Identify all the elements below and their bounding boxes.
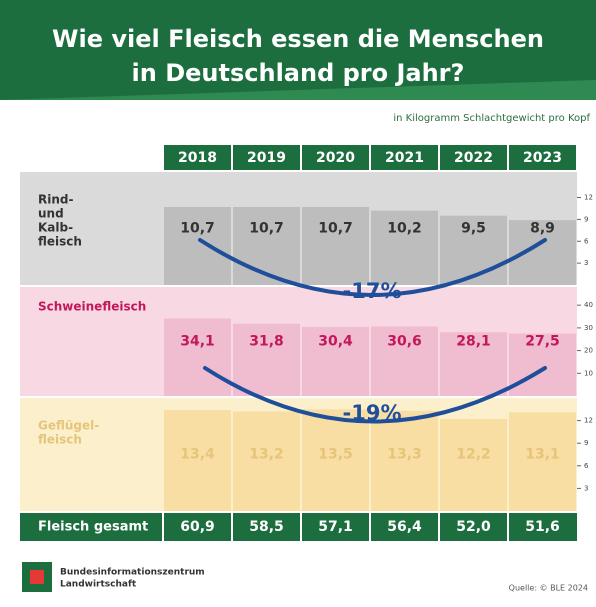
tick-label: 20 xyxy=(584,347,593,355)
year-label: 2020 xyxy=(316,150,355,166)
tick-label: 6 xyxy=(584,462,589,470)
value-label: 13,5 xyxy=(318,447,353,463)
year-label: 2022 xyxy=(454,150,493,166)
total-label: Fleisch gesamt xyxy=(38,520,148,535)
row-label: Geflügel- xyxy=(38,419,99,433)
value-label: 10,7 xyxy=(249,221,284,237)
tick-label: 10 xyxy=(584,369,593,377)
total-value: 60,9 xyxy=(180,519,215,535)
row-label: Schweinefleisch xyxy=(38,300,146,314)
year-label: 2019 xyxy=(247,150,286,166)
value-label: 10,7 xyxy=(318,221,353,237)
value-label: 30,6 xyxy=(387,334,422,350)
value-label: 27,5 xyxy=(525,334,560,350)
value-label: 13,3 xyxy=(387,447,422,463)
annotation: -19% xyxy=(343,401,402,425)
row-label: fleisch xyxy=(38,433,82,447)
total-value: 52,0 xyxy=(456,519,491,535)
year-label: 2023 xyxy=(523,150,562,166)
infographic: Wie viel Fleisch essen die Menschen in D… xyxy=(0,0,596,607)
tick-label: 9 xyxy=(584,215,588,223)
row-label: fleisch xyxy=(38,235,82,249)
tick-label: 40 xyxy=(584,301,593,309)
value-label: 9,5 xyxy=(461,221,486,237)
logo-text: Landwirtschaft xyxy=(60,580,137,590)
subtitle: in Kilogramm Schlachtgewicht pro Kopf xyxy=(393,113,590,124)
tick-label: 12 xyxy=(584,194,593,202)
total-value: 51,6 xyxy=(525,519,560,535)
tick-label: 30 xyxy=(584,324,593,332)
row-label: und xyxy=(38,207,64,221)
value-label: 10,7 xyxy=(180,221,215,237)
logo-text: Bundesinformationszentrum xyxy=(60,568,205,578)
value-label: 8,9 xyxy=(530,221,555,237)
tick-label: 3 xyxy=(584,484,588,492)
value-label: 13,2 xyxy=(249,447,284,463)
title-line: Wie viel Fleisch essen die Menschen xyxy=(52,25,544,53)
total-value: 56,4 xyxy=(387,519,422,535)
tick-label: 12 xyxy=(584,417,593,425)
bar xyxy=(164,207,231,285)
value-label: 10,2 xyxy=(387,221,422,237)
bar xyxy=(440,419,507,511)
value-label: 13,4 xyxy=(180,447,215,463)
tick-label: 3 xyxy=(584,259,588,267)
value-label: 31,8 xyxy=(249,334,284,350)
bar xyxy=(302,207,369,285)
source: Quelle: © BLE 2024 xyxy=(509,584,588,593)
annotation: -17% xyxy=(343,279,402,303)
total-value: 58,5 xyxy=(249,519,284,535)
value-label: 13,1 xyxy=(525,447,560,463)
row-label: Kalb- xyxy=(38,221,73,235)
year-label: 2021 xyxy=(385,150,424,166)
value-label: 34,1 xyxy=(180,334,215,350)
total-value: 57,1 xyxy=(318,519,353,535)
bar xyxy=(164,319,231,396)
value-label: 30,4 xyxy=(318,334,353,350)
year-label: 2018 xyxy=(178,150,217,166)
value-label: 28,1 xyxy=(456,334,491,350)
value-label: 12,2 xyxy=(456,447,491,463)
tick-label: 9 xyxy=(584,439,588,447)
title-line: in Deutschland pro Jahr? xyxy=(132,59,465,87)
tick-label: 6 xyxy=(584,237,589,245)
row-label: Rind- xyxy=(38,193,73,207)
logo-mark xyxy=(30,570,44,584)
